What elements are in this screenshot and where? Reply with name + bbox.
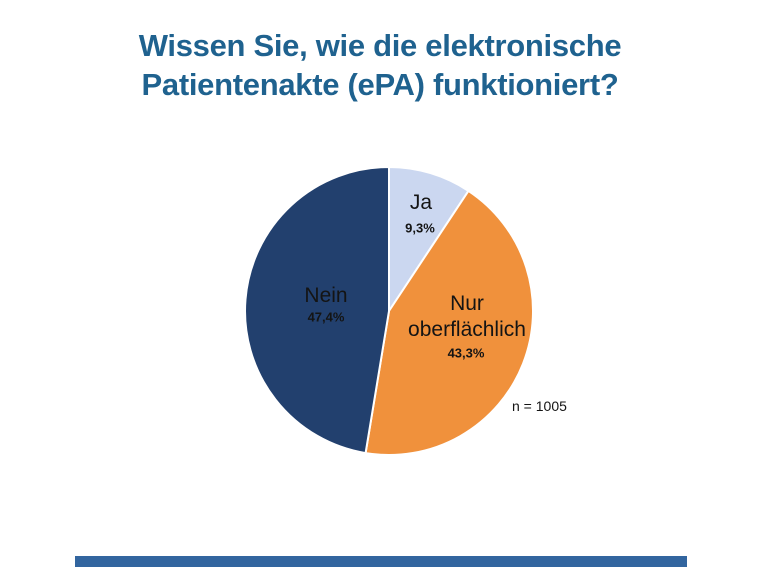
page-title: Wissen Sie, wie die elektronische Patien… (0, 26, 760, 104)
sample-size-note: n = 1005 (512, 398, 567, 414)
title-line-2: Patientenakte (ePA) funktioniert? (141, 67, 619, 102)
title-line-1: Wissen Sie, wie die elektronische (138, 28, 622, 63)
slice-value-nein: 47,4% (307, 309, 345, 325)
slice-label-nein: Nein (304, 284, 348, 307)
pie-slice-nein (244, 166, 390, 455)
pie-chart (244, 166, 534, 456)
slice-label-ja: Ja (409, 191, 433, 214)
pie-slice-ja (388, 166, 470, 312)
slice-value-ja: 9,3% (405, 220, 435, 236)
footer-accent-bar (75, 556, 687, 567)
slice-value-nur-oberflaechlich: 43,3% (447, 345, 485, 361)
pie-slice-nur-oberflaechlich (364, 189, 534, 456)
slice-label-nur-oberflaechlich: Nur oberflächlich (408, 292, 526, 341)
